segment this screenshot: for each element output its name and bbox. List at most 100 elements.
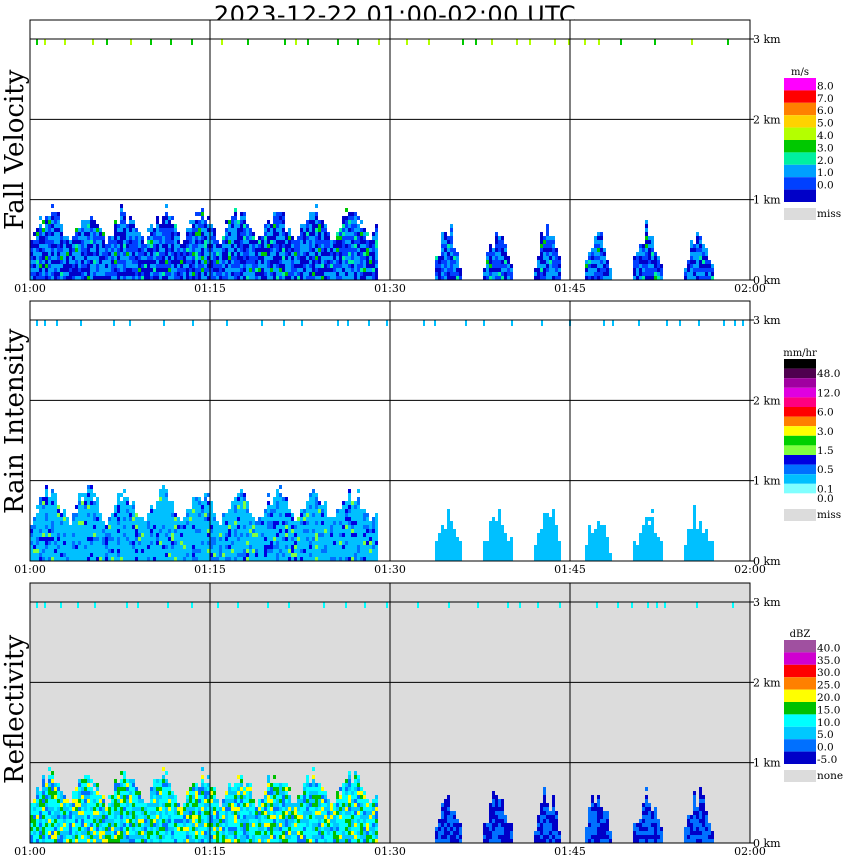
legend-swatch [784, 90, 816, 103]
legend-missing-label: miss [817, 509, 841, 521]
legend-value: 0.5 [817, 464, 834, 476]
legend-swatch [784, 652, 816, 665]
plot-border [29, 19, 751, 281]
heatmap-cells [30, 39, 729, 280]
legend-swatch [784, 493, 816, 503]
legend-swatch [784, 464, 816, 475]
legend-swatch [784, 677, 816, 690]
legend-swatch [784, 426, 816, 436]
legend-missing-label: none [817, 770, 843, 782]
x-tick-label: 02:00 [734, 563, 766, 576]
legend-swatch [784, 177, 816, 190]
legend-swatch [784, 726, 816, 740]
y-tick-label: 3 km [753, 314, 781, 327]
legend-value: 5.0 [817, 118, 834, 130]
legend-swatch [784, 387, 816, 398]
legend-swatch [784, 483, 816, 494]
legend-value: 2.0 [817, 155, 834, 167]
legend-swatch [784, 689, 816, 702]
legend-missing-swatch [784, 770, 816, 782]
legend-swatch [784, 664, 816, 678]
legend-value: -5.0 [817, 754, 837, 766]
y-tick-label: 2 km [753, 113, 781, 126]
legend-swatch [784, 127, 816, 140]
heatmap-panel-2: 0 km 1 km 2 km 3 km 01:00 01:15 01:30 01:45 02:0… [14, 300, 841, 576]
legend-value: 3.0 [817, 142, 834, 154]
legend-value: 20.0 [817, 692, 840, 704]
legend-value: 5.0 [817, 729, 834, 741]
legend-value: 0.0 [817, 180, 834, 192]
x-tick-label: 01:45 [554, 282, 586, 295]
legend-swatch [784, 416, 816, 427]
legend-swatch [784, 739, 816, 752]
legend-swatch [784, 435, 816, 446]
x-tick-label: 02:00 [734, 282, 766, 295]
legend-unit: mm/hr [783, 348, 817, 359]
y-tick-label: 3 km [753, 33, 781, 46]
legend-swatch [784, 115, 816, 128]
y-tick-label: 0 km [753, 837, 781, 850]
legend-swatch [784, 702, 816, 715]
legend-value: 0.0 [817, 742, 834, 754]
x-tick-label: 01:30 [374, 282, 406, 295]
x-tick-label: 01:00 [14, 845, 46, 858]
legend-swatch [784, 378, 816, 388]
legend: m/s 8.07.06.05.04.03.02.01.00.0 miss [784, 67, 841, 220]
y-tick-label: 2 km [753, 394, 781, 407]
y-tick-label: 0 km [753, 555, 781, 568]
heatmap-cells [30, 602, 734, 843]
legend-value: 0.1 [817, 483, 834, 495]
y-tick-label: 3 km [753, 596, 781, 609]
x-tick-label: 01:30 [374, 563, 406, 576]
legend-swatch [784, 102, 816, 116]
legend-swatch [784, 640, 816, 653]
legend-swatch [784, 164, 816, 178]
legend-swatch [784, 714, 816, 727]
legend-value: 0.0 [817, 493, 834, 505]
legend-value: 4.0 [817, 130, 834, 142]
legend-value: 10.0 [817, 717, 840, 729]
legend-unit: dBZ [790, 629, 811, 640]
legend-value: 6.0 [817, 105, 834, 117]
legend-value: 8.0 [817, 80, 834, 92]
legend-value: 1.5 [817, 445, 834, 457]
legend-value: 3.0 [817, 426, 834, 438]
y-tick-label: 1 km [753, 194, 781, 207]
x-tick-label: 01:45 [554, 563, 586, 576]
legend-value: 30.0 [817, 667, 840, 679]
legend: dBZ 40.035.030.025.020.015.010.05.00.0-5.… [784, 629, 843, 782]
x-tick-label: 01:00 [14, 282, 46, 295]
plot-border [29, 582, 751, 844]
legend-missing-swatch [784, 509, 816, 521]
legend-swatch [784, 445, 816, 455]
x-tick-label: 02:00 [734, 845, 766, 858]
plot-border [29, 300, 751, 562]
heatmap-panel-3: 0 km 1 km 2 km 3 km 01:00 01:15 01:30 01:45 02:0… [14, 582, 843, 858]
legend-swatch [784, 751, 816, 764]
legend-value: 25.0 [817, 680, 840, 692]
legend-swatch [784, 407, 816, 417]
legend-swatch [784, 455, 816, 465]
legend-missing-swatch [784, 208, 816, 220]
y-tick-label: 1 km [753, 757, 781, 770]
legend-value: 48.0 [817, 368, 840, 380]
heatmap-cells [30, 320, 744, 561]
legend-swatch [784, 152, 816, 165]
legend-swatch [784, 78, 816, 91]
legend-swatch [784, 189, 816, 202]
x-tick-label: 01:15 [194, 282, 226, 295]
x-tick-label: 01:30 [374, 845, 406, 858]
x-tick-label: 01:00 [14, 563, 46, 576]
legend-swatch [784, 474, 816, 484]
legend-value: 6.0 [817, 407, 834, 419]
y-tick-label: 0 km [753, 274, 781, 287]
legend-value: 35.0 [817, 655, 840, 667]
legend-value: 7.0 [817, 93, 834, 105]
legend-value: 1.0 [817, 167, 834, 179]
legend-unit: m/s [791, 67, 809, 78]
legend-value: 15.0 [817, 704, 840, 716]
legend-swatch [784, 368, 816, 379]
legend-value: 12.0 [817, 387, 840, 399]
